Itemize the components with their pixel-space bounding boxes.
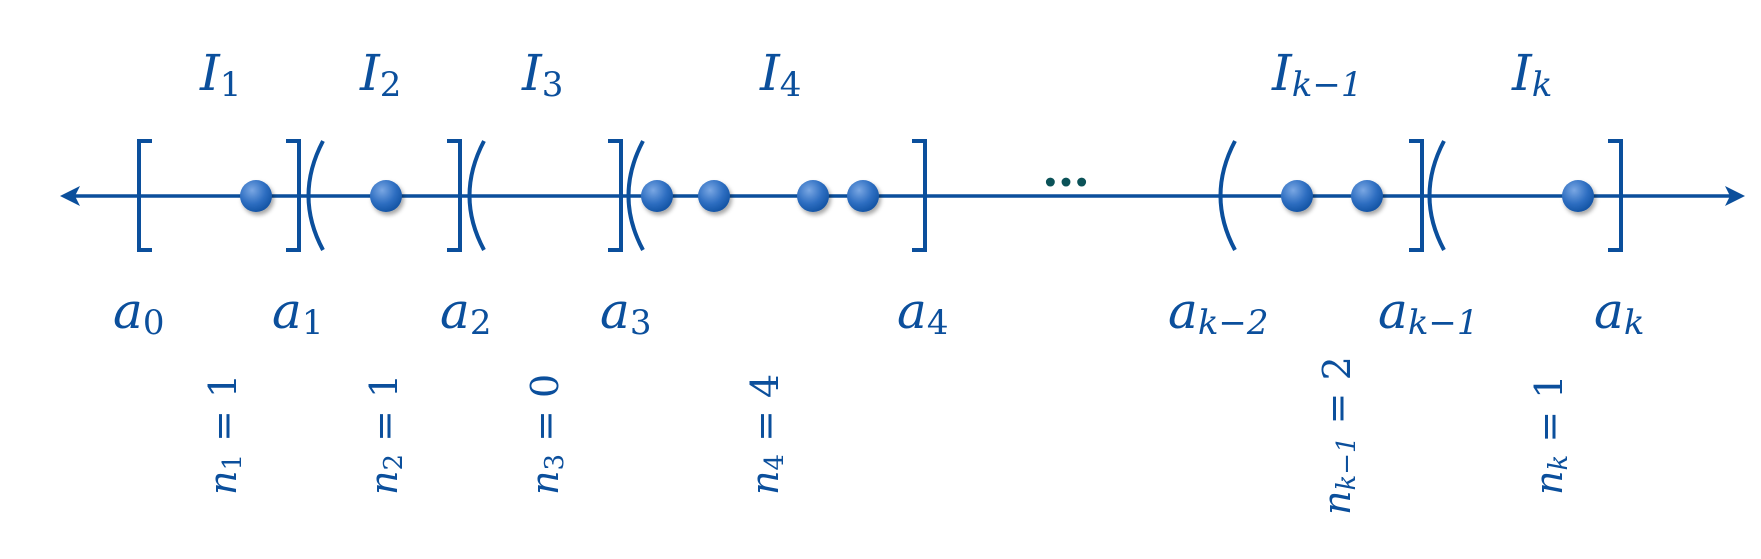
closed-bracket-right-a4 [912,139,927,252]
interval-label: I2 [359,44,401,105]
interval-label: I3 [521,44,563,105]
closed-bracket-right-a3 [608,139,623,252]
endpoint-labels: a0 a1 a2 a3 a4 ak−2 ak−1 ak [113,282,1644,343]
point [847,180,879,212]
endpoint-label: a1 [272,282,323,343]
point [698,180,730,212]
point [641,180,673,212]
endpoint-label: ak−2 [1168,282,1269,343]
count-label: nk = 1 [1527,375,1574,495]
count-label: n3 = 0 [523,374,570,495]
axis [60,186,1745,206]
count-label: n4 = 4 [743,374,790,495]
open-paren-left-a1 [306,140,325,251]
open-paren-left-a3 [626,140,645,251]
endpoint-label: ak [1594,282,1644,343]
open-paren-left-ak1 [1427,140,1446,251]
open-paren-left-ak2 [1218,140,1237,251]
point [797,180,829,212]
point [370,180,402,212]
right-arrow-icon [1725,186,1745,206]
endpoint-label: a3 [600,282,651,343]
point [240,180,272,212]
interval-bounds [137,139,1623,252]
count-label: n2 = 1 [362,374,409,495]
point [1281,180,1313,212]
open-paren-left-a2 [467,140,486,251]
left-arrow-icon [60,186,80,206]
endpoint-label: a2 [440,282,491,343]
point [1562,180,1594,212]
closed-bracket-left-a0 [137,139,152,252]
interval-label: Ik−1 [1271,44,1363,105]
point [1351,180,1383,212]
closed-bracket-right-a1 [286,139,301,252]
closed-bracket-right-ak [1608,139,1623,252]
endpoint-label: a4 [897,282,948,343]
closed-bracket-right-a2 [447,139,462,252]
count-label: nk−1 = 2 [1315,356,1362,515]
interval-label: I4 [759,44,801,105]
count-label: n1 = 1 [201,374,248,495]
endpoint-label: ak−1 [1378,282,1479,343]
points [240,180,1594,212]
count-labels: n1 = 1 n2 = 1 n3 = 0 n4 = 4 nk−1 = 2 nk … [201,356,1574,515]
closed-bracket-right-ak1 [1409,139,1424,252]
interval-label: Ik [1511,44,1552,105]
interval-label: I1 [199,44,241,105]
interval-labels: I1 I2 I3 I4 Ik−1 Ik [199,44,1552,105]
ellipsis: … [1042,142,1090,198]
endpoint-label: a0 [113,282,164,343]
